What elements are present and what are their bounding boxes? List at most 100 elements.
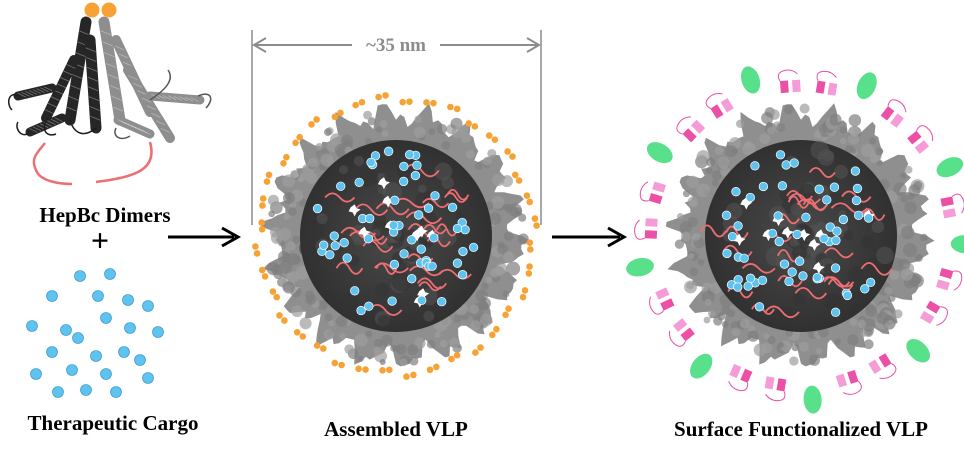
encapsulated-cargo: [339, 238, 349, 248]
assembled-vlp: [252, 92, 540, 380]
linker: [95, 141, 153, 184]
shell-texture: [340, 134, 354, 148]
ligand-pink: [919, 300, 948, 326]
helix-stripe: [56, 83, 67, 89]
ligand-pink: [705, 93, 734, 119]
encapsulated-cargo: [390, 195, 400, 205]
shell-texture: [481, 282, 489, 290]
shell-texture: [753, 343, 767, 357]
ligand-green: [690, 353, 713, 379]
shell-texture: [776, 122, 786, 133]
tag-dot: [101, 2, 117, 18]
core-linker: [403, 163, 440, 178]
shell-texture: [884, 286, 893, 295]
helix-stripe: [124, 122, 133, 128]
surface-tag: [338, 361, 345, 369]
surface-tag: [493, 325, 500, 333]
encapsulated-cargo: [370, 151, 381, 161]
surface-tag: [519, 293, 527, 301]
shell-texture: [503, 251, 515, 263]
shell-texture: [686, 282, 694, 290]
hepbc-dimer-structure: [7, 2, 212, 186]
surface-tag: [531, 215, 539, 222]
encapsulated-cargo: [773, 211, 783, 221]
shell-texture: [709, 282, 722, 295]
cargo-dot: [100, 368, 112, 380]
core-linker: [405, 211, 443, 225]
shell-texture: [267, 194, 279, 206]
encapsulated-cargo: [727, 231, 738, 242]
encapsulated-cargo: [423, 203, 434, 213]
surface-tag: [259, 202, 266, 209]
shell-texture: [380, 334, 393, 347]
helix-stripe: [120, 120, 130, 126]
surface-tag: [477, 344, 484, 351]
core-texture: [372, 213, 387, 227]
plus-sign: +: [91, 222, 109, 258]
shell-texture: [399, 358, 408, 367]
helix-stripe: [100, 30, 111, 36]
encapsulated-cargo: [356, 305, 366, 316]
surface-tag: [399, 98, 406, 106]
surface-tag: [485, 132, 493, 139]
core-texture: [801, 258, 815, 272]
surface-tag: [355, 365, 362, 373]
dimer-orange-tags: [84, 2, 117, 18]
cargo-dot: [92, 290, 104, 302]
encapsulated-cargo: [784, 276, 794, 287]
shell-texture: [849, 318, 858, 326]
core-linker: [422, 197, 450, 209]
surface-tag: [472, 349, 479, 356]
encapsulated-cargo: [458, 270, 468, 280]
shell-texture: [759, 133, 771, 145]
surface-tag: [308, 121, 315, 128]
shell-texture: [761, 112, 774, 125]
encapsulated-cargo: [750, 161, 760, 171]
core-speck: [415, 225, 428, 238]
shell-texture: [283, 213, 291, 221]
encapsulated-cargo: [366, 157, 376, 168]
shell-texture: [375, 126, 383, 133]
right-arrow-icon: [168, 226, 242, 248]
encapsulated-cargo: [410, 170, 421, 181]
helix-stripe: [156, 94, 166, 100]
ligand-pink: [907, 125, 934, 154]
shell-texture: [834, 338, 841, 345]
shell-texture: [453, 314, 462, 323]
encapsulated-cargo: [733, 221, 743, 231]
shell-texture: [748, 325, 756, 333]
ligand-green: [950, 235, 964, 254]
surface-tag: [313, 342, 321, 349]
dimer-red-linkers: [32, 141, 153, 186]
encapsulated-cargo: [407, 274, 417, 284]
assembled-label: Assembled VLP: [324, 417, 468, 441]
shell-texture: [893, 309, 903, 319]
helix-stripe: [44, 109, 54, 114]
shell-texture: [687, 216, 698, 228]
shell-texture: [299, 317, 312, 330]
surface-tag: [269, 288, 277, 295]
encapsulated-cargo: [745, 273, 756, 283]
shell-texture: [680, 231, 691, 242]
shell-texture: [459, 124, 469, 134]
core-texture: [799, 240, 809, 250]
helix-stripe: [43, 86, 53, 92]
core-linker: [764, 305, 800, 319]
surface-tag: [423, 99, 430, 106]
shell-texture: [273, 269, 283, 280]
dimer-monomer-light: [98, 16, 212, 143]
surface-tag: [430, 99, 437, 107]
surface-tag: [273, 293, 281, 301]
encapsulated-cargo: [384, 146, 394, 156]
shell-texture: [677, 213, 684, 220]
surface-tag: [509, 153, 516, 160]
shell-texture: [696, 183, 711, 198]
core-texture: [353, 155, 365, 167]
ligand-pink: [728, 363, 753, 392]
encapsulated-cargo: [350, 286, 360, 296]
encapsulated-cargo: [452, 258, 463, 268]
right-arrow-icon: [552, 226, 628, 248]
shell-texture: [470, 319, 482, 331]
surface-tag: [263, 178, 271, 185]
core-linker: [830, 202, 868, 214]
